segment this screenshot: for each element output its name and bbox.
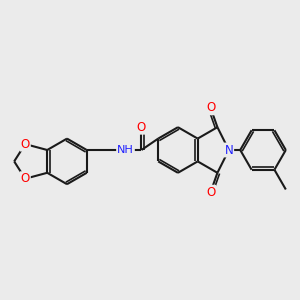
- Text: O: O: [21, 172, 30, 185]
- Text: O: O: [21, 138, 30, 151]
- Text: O: O: [137, 121, 146, 134]
- Text: O: O: [206, 186, 215, 199]
- Text: O: O: [206, 101, 215, 114]
- Text: NH: NH: [117, 145, 134, 155]
- Text: N: N: [224, 143, 233, 157]
